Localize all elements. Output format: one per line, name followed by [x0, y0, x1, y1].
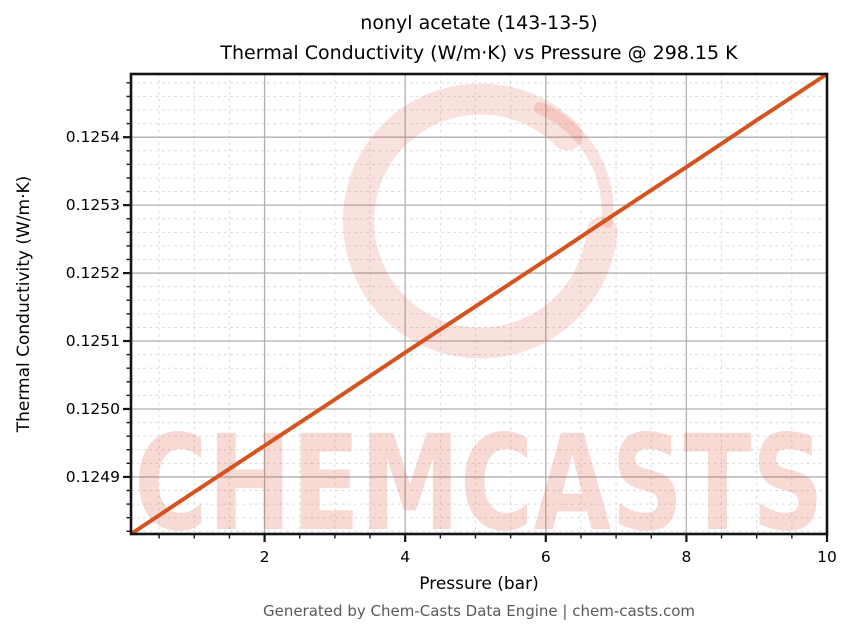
watermark: CHEMCASTS: [134, 83, 824, 561]
plot-border: [129, 72, 829, 536]
chart-title-line1: nonyl acetate (143-13-5): [360, 12, 598, 34]
y-tick-label: 0.1253: [65, 196, 120, 215]
y-tick-label: 0.1251: [65, 332, 120, 351]
major-gridlines: [131, 74, 828, 534]
x-tick-label: 2: [259, 548, 270, 566]
x-tick-label: 10: [817, 548, 837, 566]
x-tick-label: 4: [400, 548, 411, 566]
minor-gridlines: [131, 74, 827, 534]
watermark-brush-tail: [534, 102, 614, 228]
x-tick-label: 6: [540, 548, 551, 566]
watermark-text: CHEMCASTS: [134, 407, 824, 561]
chart-title: nonyl acetate (143-13-5) Thermal Conduct…: [131, 8, 827, 68]
footer-credit: Generated by Chem-Casts Data Engine | ch…: [262, 602, 696, 620]
y-tick-label: 0.1249: [65, 467, 120, 486]
x-tick-label: 8: [681, 548, 692, 566]
data-line: [129, 72, 829, 536]
y-tick-label: 0.1254: [65, 128, 120, 147]
y-tick-label: 0.1252: [65, 264, 120, 283]
x-axis-label: Pressure (bar): [419, 574, 539, 594]
watermark-brush-circle: [343, 83, 618, 359]
chart-title-line2: Thermal Conductivity (W/m·K) vs Pressure…: [220, 42, 738, 64]
y-tick-label: 0.1250: [65, 399, 120, 418]
y-axis-label: Thermal Conductivity (W/m·K): [14, 175, 34, 433]
